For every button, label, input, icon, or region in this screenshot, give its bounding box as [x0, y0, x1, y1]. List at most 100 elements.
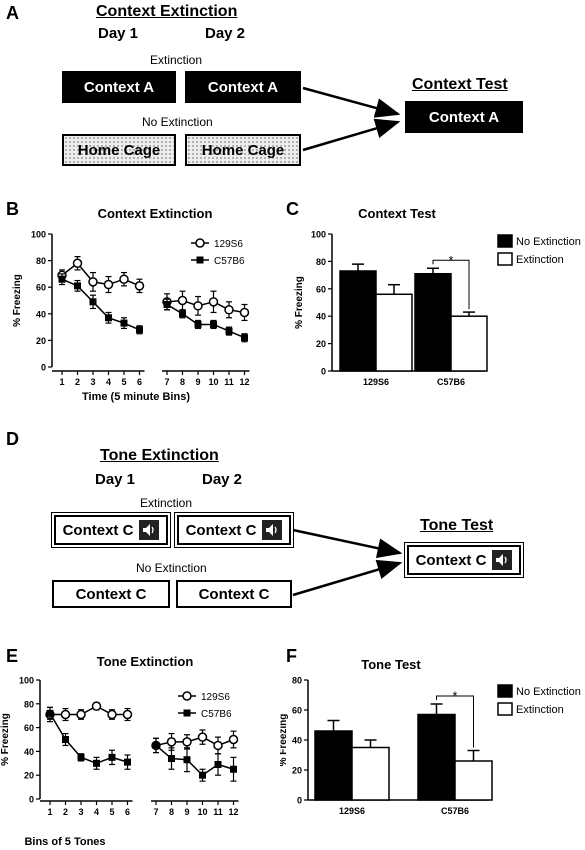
panel-letter-e: E [6, 646, 19, 666]
x-tick-label: 3 [78, 807, 83, 817]
context-c-box-day1: Context C [51, 512, 171, 548]
x-tick-label: 5 [121, 377, 126, 387]
legend-label: 129S6 [214, 239, 243, 250]
legend-swatch [497, 684, 513, 698]
y-tick-label: 80 [36, 256, 46, 266]
arrow-extinction-to-test-d [292, 528, 403, 559]
y-tick-label: 0 [29, 795, 34, 805]
tone-test-box-label: Context C [415, 551, 487, 569]
no-extinction-label-d: No Extinction [136, 561, 207, 575]
point-129S6 [193, 301, 203, 311]
point-129S6 [122, 709, 133, 720]
point-C57B6 [241, 334, 248, 342]
y-tick-label: 20 [316, 339, 326, 349]
arrow-noextinction-to-test-a [302, 118, 401, 152]
point-129S6 [134, 281, 145, 291]
legend-label: No Extinction [516, 236, 581, 248]
point-129S6 [182, 737, 192, 747]
point-C57B6 [230, 765, 237, 773]
point-C57B6 [74, 282, 81, 290]
y-tick-label: 100 [31, 230, 46, 240]
series-line-C57B6 [61, 278, 140, 331]
significance-bracket [432, 259, 470, 310]
significance-bracket [436, 695, 474, 748]
legend-swatch [497, 252, 513, 266]
legend-marker [182, 691, 192, 701]
context-c-box-noext-day2: Context C [176, 580, 292, 608]
bar-No Extinction-C57B6 [414, 272, 452, 372]
point-C57B6 [179, 310, 186, 318]
x-tick-label: 11 [224, 377, 234, 387]
bar-Extinction-C57B6 [450, 315, 488, 372]
y-axis-label: % Freezing [0, 713, 11, 766]
point-C57B6 [108, 753, 116, 761]
point-C57B6 [194, 320, 202, 328]
x-tick-label: 5 [109, 807, 114, 817]
x-tick-label: 4 [94, 807, 99, 817]
extinction-label-a: Extinction [150, 53, 203, 67]
y-tick-label: 80 [292, 676, 302, 686]
bar-No Extinction-C57B6 [417, 713, 456, 801]
chart-context-extinction: Context Extinction 0 20 40 60 80 100 % Freezing… [12, 206, 250, 403]
point-C57B6 [124, 758, 131, 766]
y-tick-label: 40 [292, 736, 302, 746]
context-extinction-title: Context Extinction [96, 3, 238, 20]
home-cage-box-day2: Home Cage [185, 134, 301, 166]
x-tick-label: 2 [63, 807, 68, 817]
y-axis-label: % Freezing [12, 274, 23, 327]
x-tick-label: 10 [208, 377, 218, 387]
context-c-label-day2: Context C [185, 521, 257, 539]
x-tick-label: 129S6 [363, 377, 389, 387]
extinction-label-d: Extinction [140, 496, 193, 510]
tone-test-title: Tone Test [420, 517, 494, 534]
point-C57B6 [225, 327, 233, 335]
point-C57B6 [77, 753, 85, 761]
chart-tone-test: Tone Test 0 20 40 60 80 % Freezing 129S6 C57B6 * N… [280, 657, 581, 816]
x-tick-label: 10 [197, 807, 207, 817]
point-129S6 [228, 734, 239, 745]
y-tick-label: 0 [297, 796, 302, 806]
point-129S6 [91, 701, 102, 711]
x-tick-label: 8 [180, 377, 185, 387]
panel-a-arrows [302, 86, 401, 152]
point-C57B6 [120, 319, 128, 327]
day2-label-d: Day 2 [202, 471, 243, 488]
point-129S6 [213, 740, 223, 751]
y-tick-label: 80 [316, 257, 326, 267]
y-axis-label: % Freezing [294, 276, 305, 329]
point-C57B6 [168, 755, 175, 763]
context-c-box-noext-day1: Context C [52, 580, 170, 608]
legend-swatch [497, 702, 513, 716]
y-tick-label: 60 [24, 723, 34, 733]
panel-letter-d: D [6, 429, 19, 449]
point-129S6 [119, 274, 129, 284]
point-129S6 [88, 277, 98, 287]
point-C57B6 [199, 771, 206, 779]
point-C57B6 [46, 709, 54, 717]
x-tick-label: 8 [169, 807, 174, 817]
legend-marker [183, 709, 191, 717]
legend-label: Extinction [516, 254, 564, 266]
panel-letter-c: C [286, 199, 299, 219]
context-a-box-day1: Context A [62, 71, 176, 103]
x-axis-label: Bins of 5 Tones [24, 836, 105, 848]
x-tick-label: 7 [164, 377, 169, 387]
x-tick-label: 6 [137, 377, 142, 387]
point-129S6 [166, 737, 177, 747]
x-tick-label: C57B6 [441, 806, 469, 816]
point-129S6 [76, 709, 86, 720]
legend-marker [196, 256, 204, 264]
y-tick-label: 40 [24, 747, 34, 757]
x-tick-label: 1 [47, 807, 52, 817]
series-line-C57B6 [49, 712, 128, 765]
chart-title: Tone Extinction [97, 654, 194, 669]
point-C57B6 [183, 756, 191, 764]
point-129S6 [224, 305, 234, 315]
point-C57B6 [89, 298, 97, 306]
point-C57B6 [163, 300, 171, 308]
x-tick-label: 2 [75, 377, 80, 387]
point-C57B6 [152, 741, 160, 749]
chart-title: Context Extinction [98, 206, 213, 221]
point-129S6 [60, 709, 71, 720]
